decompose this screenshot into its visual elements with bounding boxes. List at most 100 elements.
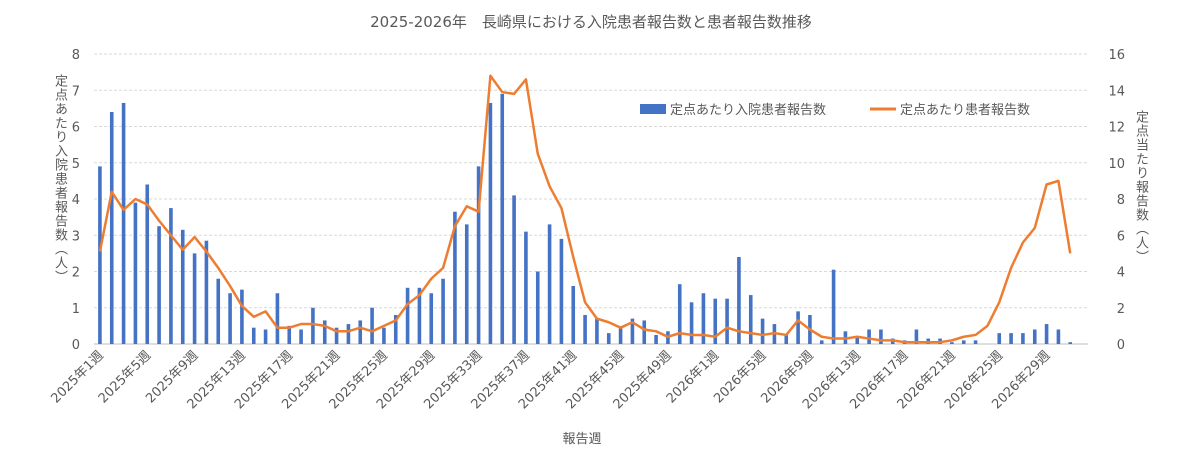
bar (831, 269, 836, 344)
left-tick-label: 6 (72, 121, 80, 136)
right-tick-label: 6 (1117, 229, 1125, 244)
bar (358, 320, 363, 344)
bar (973, 340, 978, 345)
bar (180, 229, 185, 344)
bar (370, 307, 374, 344)
bar (796, 311, 800, 345)
bar (192, 253, 197, 345)
bar (157, 226, 161, 344)
left-tick-label: 8 (72, 48, 80, 63)
bar (382, 327, 386, 344)
bar (512, 195, 516, 345)
gridlines (94, 53, 1088, 345)
x-axis-label: 報告週 (562, 432, 601, 447)
bar (464, 224, 469, 345)
bar (275, 293, 280, 344)
right-tick-label: 8 (1117, 193, 1125, 208)
bar (559, 238, 564, 345)
bar (322, 320, 327, 344)
left-tick-label: 0 (72, 338, 80, 353)
bar (488, 102, 493, 344)
bar (109, 112, 114, 344)
right-tick-label: 2 (1117, 302, 1125, 317)
left-tick-label: 4 (72, 193, 80, 208)
bar (251, 327, 256, 344)
right-tick-label: 16 (1108, 48, 1125, 63)
bar (145, 184, 150, 344)
bar (689, 302, 694, 344)
bar (606, 333, 611, 345)
right-tick-label: 14 (1108, 84, 1125, 99)
bar (595, 318, 599, 345)
bar (630, 318, 635, 345)
line-series (98, 74, 1072, 344)
bar (535, 271, 540, 344)
bar (867, 329, 871, 344)
legend-label-patient: 定点あたり患者報告数 (900, 103, 1030, 118)
bar (98, 166, 102, 345)
bar (654, 334, 658, 344)
bar (1032, 329, 1037, 344)
y-axis-label-right: 定点当たり報告数（人） (1133, 110, 1148, 264)
bar (500, 93, 505, 345)
bar (1056, 329, 1061, 344)
bar (914, 329, 919, 344)
bar (1068, 342, 1073, 344)
bar (618, 327, 623, 344)
bar (524, 231, 528, 345)
bar (346, 324, 351, 344)
y-axis-label-left: 定点あたり入院患者報告数（人） (52, 74, 67, 284)
bar (287, 325, 292, 345)
bar (1021, 333, 1025, 345)
bar (429, 293, 434, 344)
bar (997, 333, 1002, 345)
bar (417, 287, 422, 344)
bar (701, 293, 706, 344)
bar (855, 336, 860, 344)
bar (737, 257, 741, 344)
bar (677, 284, 682, 344)
bar (121, 102, 126, 344)
bar (950, 342, 954, 344)
left-tick-label: 5 (72, 157, 80, 172)
legend-swatch-inpatient (640, 104, 666, 114)
left-tick-label: 2 (72, 266, 80, 281)
chart-title: 2025-2026年 長崎県における入院患者報告数と患者報告数推移 (370, 13, 812, 31)
bar (311, 307, 315, 344)
bar (204, 240, 209, 344)
bar (405, 287, 410, 344)
bar (133, 202, 138, 345)
bar (713, 298, 718, 344)
series-line (98, 74, 1072, 344)
legend: 定点あたり入院患者報告数 定点あたり患者報告数 (640, 103, 1030, 118)
bar (1044, 324, 1049, 344)
left-axis-ticks: 0 1 2 3 4 5 6 7 8 (72, 48, 80, 353)
bar (547, 224, 552, 345)
bar (228, 293, 232, 344)
right-axis-ticks: 0 2 4 6 8 10 12 14 16 (1108, 48, 1125, 353)
bar (748, 295, 753, 344)
right-tick-label: 10 (1108, 157, 1125, 172)
right-tick-label: 0 (1117, 338, 1125, 353)
bar (476, 166, 481, 345)
right-tick-label: 4 (1117, 266, 1125, 281)
bar-series (98, 93, 1073, 345)
bar (441, 278, 445, 344)
bar (583, 315, 587, 344)
bar (725, 298, 729, 344)
bar (642, 320, 647, 344)
bar (299, 329, 303, 344)
bar (169, 208, 173, 344)
bar (760, 318, 765, 345)
bar (334, 327, 339, 344)
bar (1009, 333, 1013, 345)
left-tick-label: 1 (72, 302, 80, 317)
bar (961, 340, 966, 345)
x-axis-ticks: 2025年1週2025年5週2025年9週2025年13週2025年17週202… (48, 348, 1053, 412)
bar (453, 211, 457, 344)
bar (879, 329, 883, 344)
bar (263, 329, 268, 344)
bar (784, 334, 789, 344)
